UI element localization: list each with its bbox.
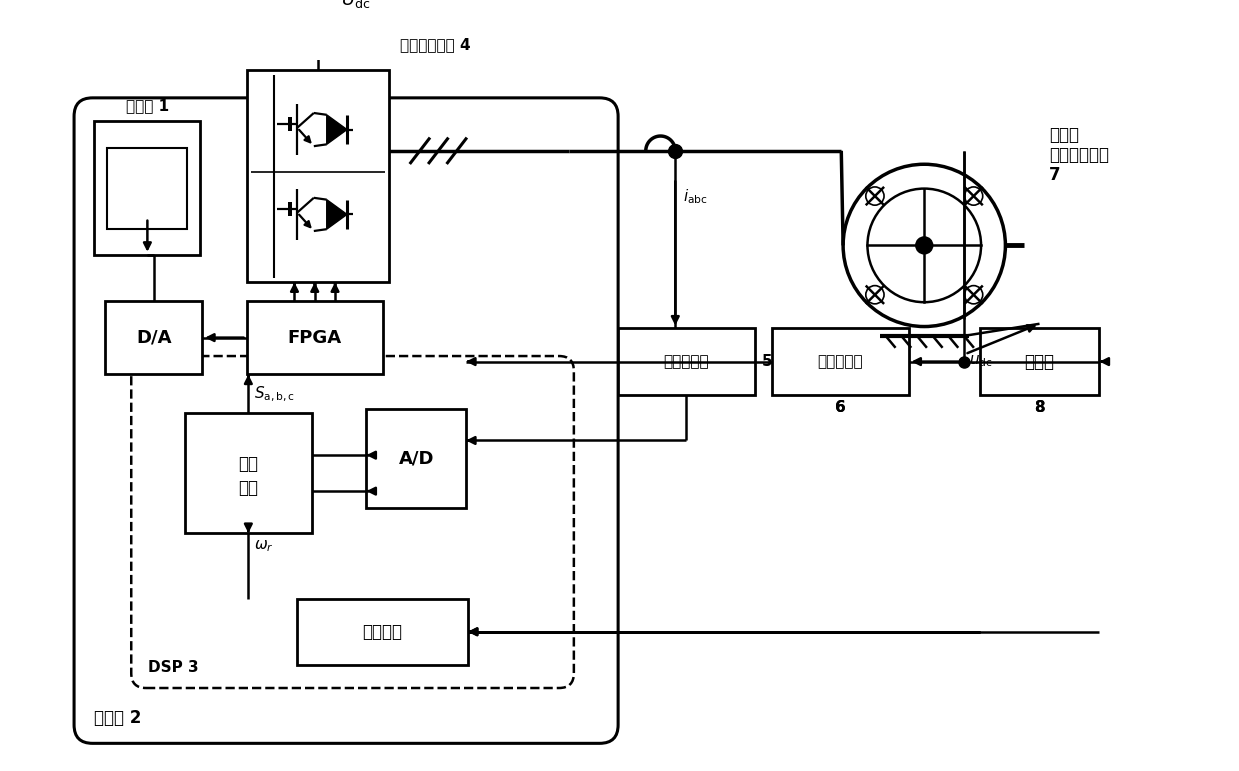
Text: 控制: 控制 <box>238 455 259 473</box>
Bar <box>980 328 1099 395</box>
Text: $u_{\rm dc}$: $u_{\rm dc}$ <box>969 354 994 369</box>
Polygon shape <box>327 115 347 144</box>
Bar <box>297 598 468 665</box>
Polygon shape <box>327 200 347 229</box>
Text: 永磁同步电机: 永磁同步电机 <box>1048 146 1109 164</box>
Bar <box>185 413 312 533</box>
Bar <box>367 409 466 508</box>
Text: 编码器: 编码器 <box>1025 352 1054 371</box>
Text: $\omega_r$: $\omega_r$ <box>254 538 274 554</box>
Text: D/A: D/A <box>136 328 171 347</box>
Text: 测速程序: 测速程序 <box>363 623 403 641</box>
Bar <box>618 328 755 395</box>
Bar <box>105 301 202 375</box>
Text: A/D: A/D <box>399 449 434 467</box>
Text: 电流传感器: 电流传感器 <box>664 354 709 369</box>
Circle shape <box>916 237 933 254</box>
Text: DSP 3: DSP 3 <box>147 660 198 675</box>
Text: 两电平逆变器 4: 两电平逆变器 4 <box>400 37 471 52</box>
Text: 5: 5 <box>762 354 773 369</box>
Text: $i_{\rm abc}$: $i_{\rm abc}$ <box>683 187 707 206</box>
Bar <box>772 328 908 395</box>
Text: 8: 8 <box>1035 400 1044 416</box>
Text: $S_{\rm a,b,c}$: $S_{\rm a,b,c}$ <box>254 386 295 405</box>
Text: 7: 7 <box>1048 167 1061 184</box>
Bar <box>94 121 201 254</box>
Bar <box>247 301 383 375</box>
FancyBboxPatch shape <box>131 356 574 688</box>
Bar <box>108 148 187 229</box>
Text: 示波器 1: 示波器 1 <box>126 99 169 113</box>
Text: 6: 6 <box>835 400 846 416</box>
Text: 主控板 2: 主控板 2 <box>94 709 141 727</box>
Text: 电压传感器: 电压传感器 <box>818 354 864 369</box>
FancyBboxPatch shape <box>74 98 618 743</box>
Text: FPGA: FPGA <box>287 328 342 347</box>
Text: $U_{\rm dc}$: $U_{\rm dc}$ <box>342 0 370 10</box>
Text: 算法: 算法 <box>238 479 259 497</box>
Bar <box>247 70 389 282</box>
Text: 6: 6 <box>835 400 846 416</box>
Text: 8: 8 <box>1035 400 1044 416</box>
Text: 内置式: 内置式 <box>1048 126 1079 143</box>
